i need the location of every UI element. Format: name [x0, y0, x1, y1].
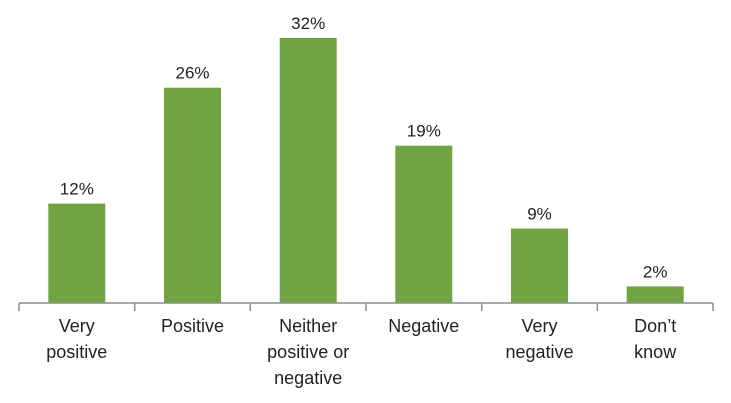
category-label-1: Positive [161, 316, 224, 336]
bar-2 [279, 38, 337, 303]
value-label-0: 12% [60, 180, 94, 199]
category-label-3: Negative [388, 316, 459, 336]
category-label-2: Neither positive or negative [267, 316, 349, 388]
x-axis [18, 302, 714, 311]
value-label-5: 2% [643, 262, 668, 281]
category-labels-group: Very positive Positive Neither positive or ne… [46, 316, 677, 388]
category-label-4: Very negative [505, 316, 573, 362]
bar-0 [48, 203, 106, 303]
value-label-3: 19% [407, 122, 441, 141]
value-labels-group: 12% 26% 32% 19% 9% 2% [60, 14, 668, 281]
value-label-4: 9% [527, 205, 552, 224]
category-label-0: Very positive [46, 316, 107, 362]
bar-4 [511, 228, 568, 303]
value-label-1: 26% [175, 64, 209, 83]
bars-group [48, 38, 684, 303]
bar-5 [626, 286, 684, 303]
bar-3 [395, 145, 453, 303]
category-label-5: Don’t know [634, 316, 677, 362]
value-label-2: 32% [291, 14, 325, 33]
bar-1 [164, 87, 221, 303]
